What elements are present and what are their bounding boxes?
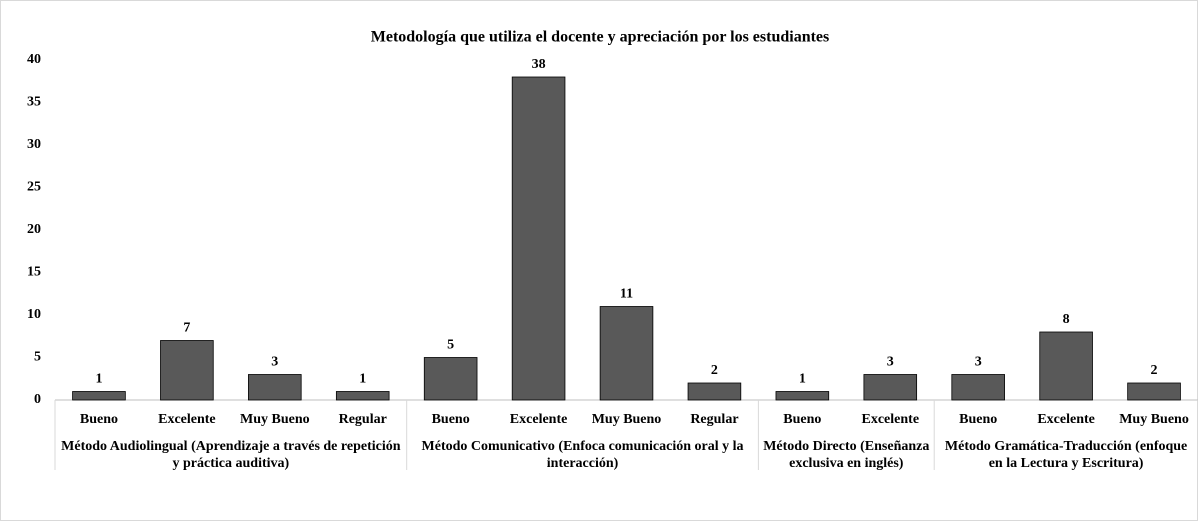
bar: [248, 374, 302, 401]
bar: [511, 76, 566, 401]
bar: [1039, 331, 1093, 401]
bar: [160, 340, 214, 401]
y-tick-label: 5: [34, 350, 41, 365]
data-label: 3: [975, 355, 982, 370]
x-tick-label: Bueno: [80, 412, 118, 427]
data-label: 5: [447, 338, 454, 353]
data-label: 2: [711, 363, 718, 378]
x-tick-label: Excelente: [510, 412, 568, 427]
group-label: Método Directo (Enseñanza exclusiva en i…: [763, 439, 930, 471]
y-tick-label: 10: [27, 307, 41, 322]
bar: [335, 391, 390, 401]
x-tick-label: Regular: [339, 412, 387, 427]
bar: [72, 391, 126, 401]
x-tick-label: Excelente: [158, 412, 216, 427]
data-label: 1: [359, 372, 366, 387]
bar: [423, 357, 478, 401]
bar: [775, 391, 830, 401]
y-tick-label: 20: [27, 222, 41, 237]
x-tick-label: Bueno: [783, 412, 821, 427]
data-label: 7: [183, 321, 190, 336]
y-tick-label: 0: [34, 392, 41, 407]
group-label: Método Audiolingual (Aprendizaje a travé…: [61, 439, 401, 471]
group-label: Método Comunicativo (Enfoca comunicación…: [421, 439, 744, 471]
data-label: 2: [1151, 363, 1158, 378]
bar: [599, 306, 654, 401]
x-tick-label: Regular: [690, 412, 738, 427]
data-label: 1: [799, 372, 806, 387]
x-tick-label: Excelente: [862, 412, 920, 427]
data-label: 3: [887, 355, 894, 370]
data-label: 8: [1063, 312, 1070, 327]
data-label: 38: [532, 57, 546, 72]
x-tick-label: Muy Bueno: [240, 412, 310, 427]
y-tick-label: 35: [27, 95, 41, 110]
data-label: 3: [271, 355, 278, 370]
data-label: 11: [620, 287, 633, 302]
bar: [1127, 382, 1181, 401]
y-tick-label: 30: [27, 137, 41, 152]
y-tick-label: 25: [27, 180, 41, 195]
bar: [951, 374, 1005, 401]
chart-title: Metodología que utiliza el docente y apr…: [371, 29, 830, 46]
x-tick-label: Bueno: [959, 412, 997, 427]
x-tick-label: Muy Bueno: [1119, 412, 1189, 427]
y-tick-label: 15: [27, 265, 41, 280]
data-label: 1: [95, 372, 102, 387]
x-tick-label: Excelente: [1037, 412, 1095, 427]
group-label: Método Gramática-Traducción (enfoque en …: [944, 439, 1188, 471]
bar: [863, 374, 918, 401]
bar: [687, 382, 742, 401]
y-tick-label: 40: [27, 52, 41, 67]
x-tick-label: Muy Bueno: [592, 412, 662, 427]
x-tick-label: Bueno: [432, 412, 470, 427]
